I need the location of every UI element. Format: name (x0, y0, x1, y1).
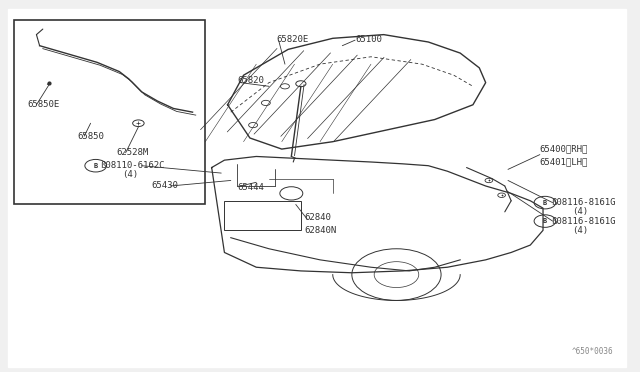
Text: 62528M: 62528M (116, 148, 148, 157)
Text: 65401〈LH〉: 65401〈LH〉 (540, 157, 588, 167)
Text: B: B (543, 200, 547, 206)
Text: 65850: 65850 (78, 132, 105, 141)
Text: 65430: 65430 (151, 182, 178, 190)
Text: 65820E: 65820E (276, 35, 309, 44)
Text: (4): (4) (572, 207, 588, 217)
Text: 65850E: 65850E (27, 100, 59, 109)
Text: ß08116-8161G: ß08116-8161G (550, 198, 615, 207)
Text: ß08110-6162C: ß08110-6162C (100, 161, 164, 170)
Text: 62840: 62840 (305, 213, 332, 222)
Text: ß08116-8161G: ß08116-8161G (550, 217, 615, 225)
Text: B: B (93, 163, 98, 169)
Bar (14, 20, 205, 205)
Text: ^650*0036: ^650*0036 (572, 347, 613, 356)
Text: (4): (4) (572, 226, 588, 235)
Text: 65444: 65444 (237, 183, 264, 192)
Text: (4): (4) (122, 170, 139, 179)
Text: 62840N: 62840N (305, 226, 337, 235)
Text: B: B (543, 218, 547, 224)
Text: 65100: 65100 (355, 35, 382, 44)
Bar (225, 201, 301, 230)
FancyBboxPatch shape (8, 9, 626, 367)
Text: 65820: 65820 (237, 76, 264, 85)
Text: 65400〈RH〉: 65400〈RH〉 (540, 145, 588, 154)
